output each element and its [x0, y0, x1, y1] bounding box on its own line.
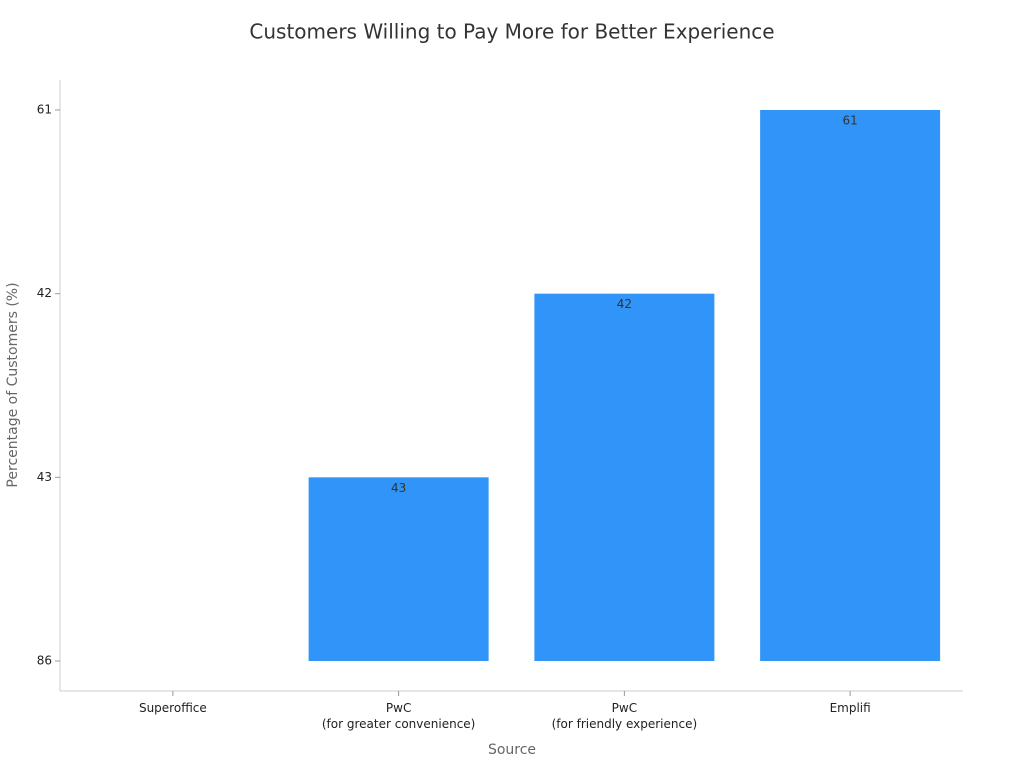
- y-tick-label: 43: [37, 470, 52, 484]
- bar: [308, 477, 489, 661]
- y-axis-title: Percentage of Customers (%): [5, 282, 21, 487]
- x-tick-label: Emplifi: [829, 701, 871, 715]
- x-tick-label: Superoffice: [138, 701, 207, 715]
- y-tick-label: 61: [37, 103, 52, 117]
- x-axis-title: Source: [488, 742, 536, 758]
- chart-title: Customers Willing to Pay More for Better…: [249, 20, 774, 44]
- bar: [534, 293, 715, 661]
- bar: [760, 110, 941, 661]
- y-tick-label: 42: [37, 286, 52, 300]
- data-label: 43: [391, 481, 406, 495]
- data-label: 42: [617, 297, 632, 311]
- x-tick-label: PwC (for greater convenience): [321, 701, 476, 731]
- x-tick-label: PwC (for friendly experience): [551, 701, 698, 731]
- y-tick-label: 86: [37, 654, 52, 668]
- data-label: 61: [842, 114, 857, 128]
